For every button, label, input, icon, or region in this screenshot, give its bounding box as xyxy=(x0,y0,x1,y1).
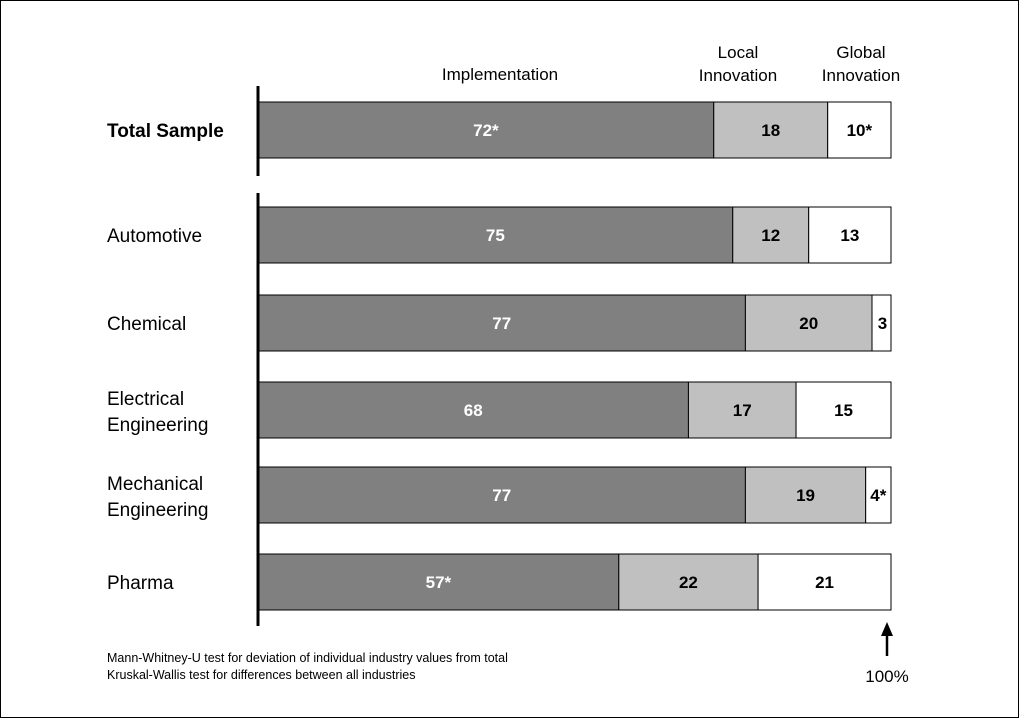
category-label-r4-line-0: Mechanical xyxy=(107,474,203,495)
bar-segment-r3-s0 xyxy=(257,381,689,439)
data-label-r3-s0: 68 xyxy=(464,401,483,420)
data-label-r2-s0: 77 xyxy=(492,314,511,333)
data-label-r1-s2: 13 xyxy=(840,226,859,245)
bar-segment-r2-s2 xyxy=(871,294,892,352)
column-header-0-line-0: Implementation xyxy=(442,65,558,84)
bar-segment-r2-s1 xyxy=(744,294,873,352)
category-label-r0-line-0: Total Sample xyxy=(107,121,224,142)
bar-segment-r0-s2 xyxy=(827,101,892,159)
category-label-r1-line-0: Automotive xyxy=(107,226,202,247)
footnote-1: Kruskal-Wallis test for differences betw… xyxy=(107,668,415,682)
end-marker-arrow-head xyxy=(881,622,893,636)
bar-segment-r4-s1 xyxy=(744,466,867,524)
category-label-r3-line-0: Electrical xyxy=(107,389,184,410)
end-marker-label: 100% xyxy=(865,667,908,686)
column-header-1-line-1: Innovation xyxy=(699,66,777,85)
data-label-r1-s1: 12 xyxy=(761,226,780,245)
data-label-r4-s0: 77 xyxy=(492,486,511,505)
data-label-r4-s1: 19 xyxy=(796,486,815,505)
bar-segment-r1-s1 xyxy=(732,206,810,264)
bar-segment-r5-s1 xyxy=(618,553,759,611)
column-header-2-line-1: Innovation xyxy=(822,66,900,85)
data-label-r5-s0: 57* xyxy=(426,573,452,592)
data-label-r2-s1: 20 xyxy=(799,314,818,333)
data-label-r3-s2: 15 xyxy=(834,401,853,420)
data-label-r3-s1: 17 xyxy=(733,401,752,420)
data-label-r1-s0: 75 xyxy=(486,226,505,245)
bar-segment-r5-s2 xyxy=(757,553,892,611)
bar-segment-r4-s0 xyxy=(257,466,746,524)
column-header-2-line-0: Global xyxy=(836,43,885,62)
data-label-r0-s0: 72* xyxy=(473,121,499,140)
data-label-r5-s2: 21 xyxy=(815,573,834,592)
category-label-r5-line-0: Pharma xyxy=(107,573,174,594)
bar-segment-r1-s2 xyxy=(808,206,892,264)
bar-segment-r3-s2 xyxy=(795,381,892,439)
category-label-r3-line-1: Engineering xyxy=(107,415,208,436)
data-label-r0-s1: 18 xyxy=(761,121,780,140)
bar-segment-r4-s2 xyxy=(865,466,892,524)
column-header-1-line-0: Local xyxy=(718,43,759,62)
footnote-0: Mann-Whitney-U test for deviation of ind… xyxy=(107,651,508,665)
data-label-r2-s2: 3 xyxy=(878,314,887,333)
category-label-r4-line-1: Engineering xyxy=(107,500,208,521)
data-label-r0-s2: 10* xyxy=(847,121,873,140)
bar-segment-r0-s1 xyxy=(713,101,829,159)
bar-segment-r0-s0 xyxy=(257,101,715,159)
data-label-r4-s2: 4* xyxy=(870,486,886,505)
category-label-r2-line-0: Chemical xyxy=(107,314,186,335)
data-label-r5-s1: 22 xyxy=(679,573,698,592)
